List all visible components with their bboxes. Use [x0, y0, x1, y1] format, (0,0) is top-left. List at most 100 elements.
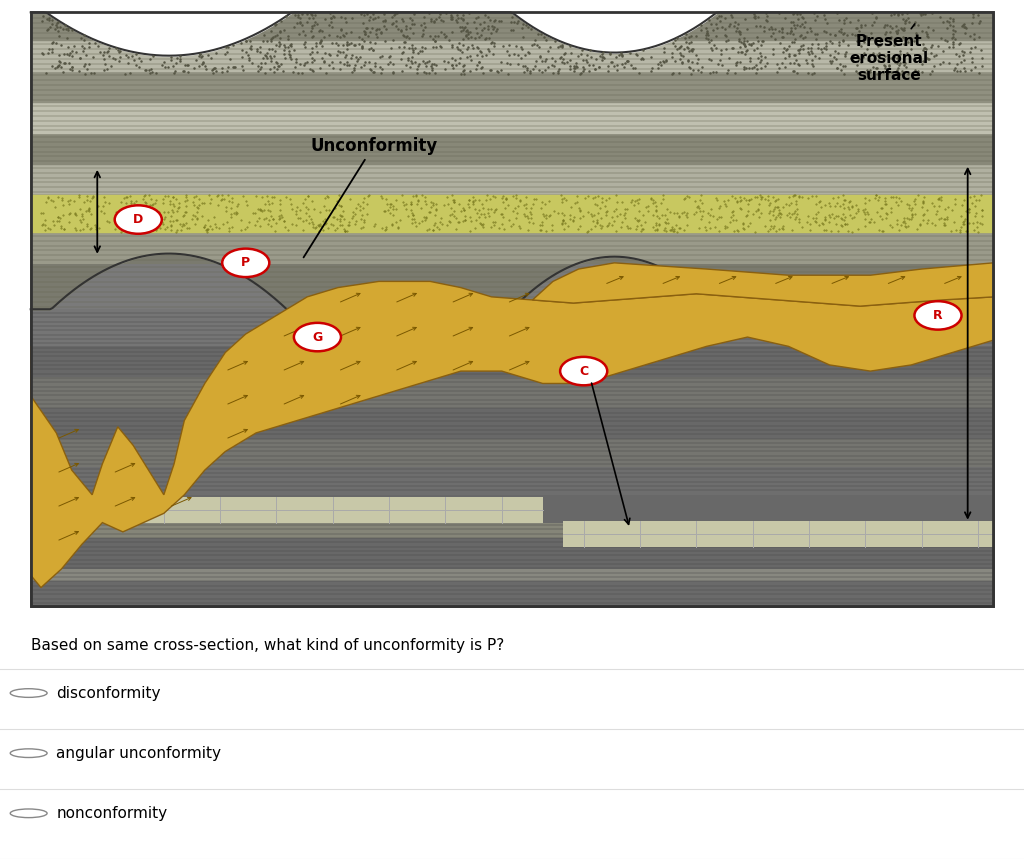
Point [366, 219, 382, 233]
Point [195, 49, 211, 63]
Point [962, 205, 978, 219]
Point [750, 9, 766, 23]
Point [88, 220, 104, 234]
Point [946, 198, 963, 211]
Point [876, 20, 892, 34]
Point [425, 15, 441, 28]
Point [47, 61, 63, 75]
Point [414, 40, 430, 54]
Point [735, 222, 752, 235]
Point [179, 222, 196, 235]
Circle shape [10, 689, 47, 698]
Point [616, 210, 633, 224]
Point [257, 211, 273, 225]
Point [653, 58, 670, 71]
Point [195, 56, 211, 70]
Point [425, 14, 441, 27]
Point [390, 221, 407, 235]
Point [378, 22, 394, 36]
Point [904, 207, 921, 221]
Point [329, 48, 345, 62]
Point [519, 209, 536, 222]
Point [289, 200, 305, 214]
Point [835, 27, 851, 41]
Point [915, 191, 932, 204]
Point [693, 209, 710, 222]
Point [709, 193, 725, 207]
Point [895, 23, 911, 37]
Point [613, 195, 630, 209]
Point [51, 21, 68, 34]
Point [467, 202, 483, 216]
Point [687, 204, 703, 218]
Point [58, 47, 75, 61]
Point [321, 58, 337, 71]
Point [710, 57, 726, 70]
Point [202, 197, 218, 210]
Point [347, 50, 364, 64]
Point [617, 202, 634, 216]
Point [238, 46, 254, 59]
Point [373, 27, 389, 40]
Point [756, 24, 772, 38]
Point [451, 36, 467, 50]
Point [853, 55, 869, 69]
Point [616, 208, 633, 222]
Point [877, 49, 893, 63]
Point [896, 58, 912, 71]
Point [120, 50, 136, 64]
Point [785, 188, 802, 202]
Point [267, 44, 284, 58]
Point [546, 204, 562, 218]
Point [153, 210, 169, 223]
Point [322, 7, 338, 21]
Point [190, 49, 207, 63]
Point [457, 213, 473, 227]
Point [96, 52, 113, 65]
Point [938, 21, 954, 34]
Point [304, 29, 321, 43]
Point [538, 211, 554, 225]
Point [300, 189, 316, 203]
Point [100, 196, 117, 210]
Point [445, 195, 462, 209]
Point [785, 6, 802, 20]
Point [198, 63, 214, 76]
Point [519, 46, 536, 59]
Point [186, 210, 203, 223]
Point [631, 204, 647, 217]
Point [346, 39, 362, 52]
Point [335, 45, 351, 58]
Point [453, 25, 469, 39]
Point [866, 191, 883, 204]
Point [326, 10, 342, 24]
Point [807, 14, 823, 27]
Point [406, 45, 422, 58]
Point [127, 216, 143, 229]
Point [313, 34, 330, 48]
Point [933, 210, 949, 224]
Point [474, 198, 490, 211]
Point [481, 210, 498, 223]
Point [611, 207, 628, 221]
Point [594, 219, 610, 233]
Point [55, 57, 72, 70]
Point [52, 38, 69, 52]
Point [594, 192, 610, 205]
Point [454, 67, 470, 81]
Point [332, 62, 348, 76]
Point [281, 33, 297, 46]
Point [816, 40, 833, 54]
Point [146, 197, 163, 210]
Point [589, 198, 605, 211]
Point [508, 205, 524, 219]
Point [675, 49, 691, 63]
Point [629, 220, 645, 234]
Point [270, 212, 287, 226]
Point [818, 222, 835, 236]
Point [861, 65, 878, 79]
Point [472, 208, 488, 222]
Point [418, 210, 434, 224]
Point [862, 215, 879, 228]
Point [422, 205, 438, 219]
